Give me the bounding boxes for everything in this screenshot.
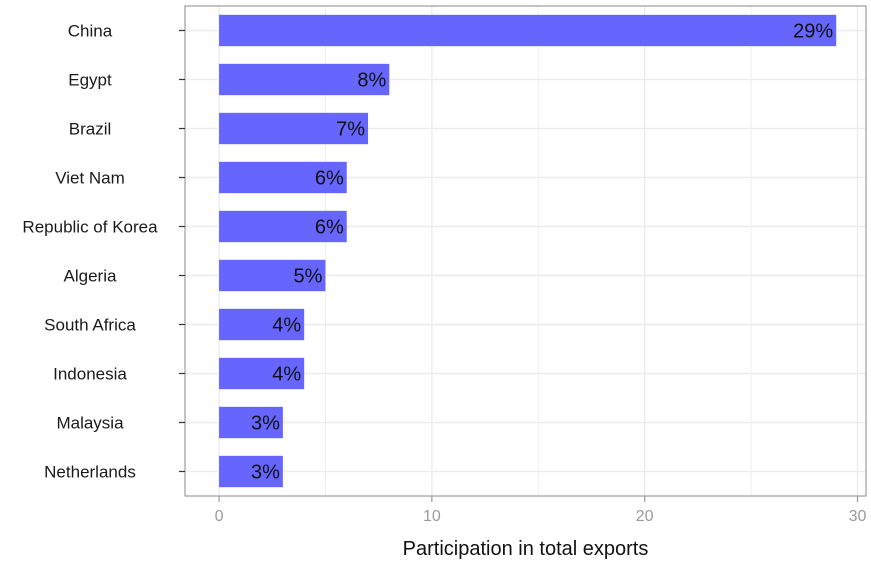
bar-brazil [219, 112, 369, 145]
y-tick-label: China [68, 22, 113, 41]
data-label: 3% [251, 413, 280, 435]
y-tick-label: Netherlands [44, 463, 136, 482]
data-label: 4% [272, 315, 301, 337]
bar-malaysia [219, 406, 283, 439]
bar-netherlands [219, 455, 283, 488]
bar-algeria [219, 259, 326, 292]
bar-south-africa [219, 308, 305, 341]
x-axis: 0 10 20 30 [215, 496, 867, 525]
bar-egypt [219, 63, 390, 96]
bar-china [219, 14, 837, 47]
data-label: 7% [336, 119, 365, 141]
y-tick-label: Algeria [64, 267, 117, 286]
y-tick-label: Republic of Korea [22, 218, 158, 237]
y-tick-label: Egypt [68, 71, 112, 90]
x-tick-label: 10 [423, 508, 441, 525]
bar-indonesia [219, 357, 305, 390]
y-tick-label: Malaysia [56, 414, 124, 433]
x-tick-label: 30 [849, 508, 867, 525]
data-label: 29% [793, 21, 833, 43]
y-tick-label: Brazil [69, 120, 112, 139]
x-axis-title: Participation in total exports [403, 538, 649, 560]
data-label: 3% [251, 462, 280, 484]
y-tick-label: Viet Nam [55, 169, 125, 188]
data-label: 4% [272, 364, 301, 386]
x-tick-label: 0 [215, 508, 224, 525]
data-label: 6% [315, 168, 344, 190]
plot-frame [184, 5, 867, 497]
bar-viet-nam [219, 161, 347, 194]
y-tick-label: South Africa [44, 316, 136, 335]
y-axis: China Egypt Brazil Viet Nam Republic of Kore… [22, 22, 185, 482]
x-tick-label: 20 [636, 508, 654, 525]
y-tick-label: Indonesia [53, 365, 127, 384]
bar-layer: 29% 8% 7% 6% 6% 5% 4% 4% 3% 3% [219, 14, 837, 488]
bar-republic-of-korea [219, 210, 347, 243]
data-label: 5% [294, 266, 323, 288]
data-label: 8% [357, 70, 386, 92]
data-label: 6% [315, 217, 344, 239]
